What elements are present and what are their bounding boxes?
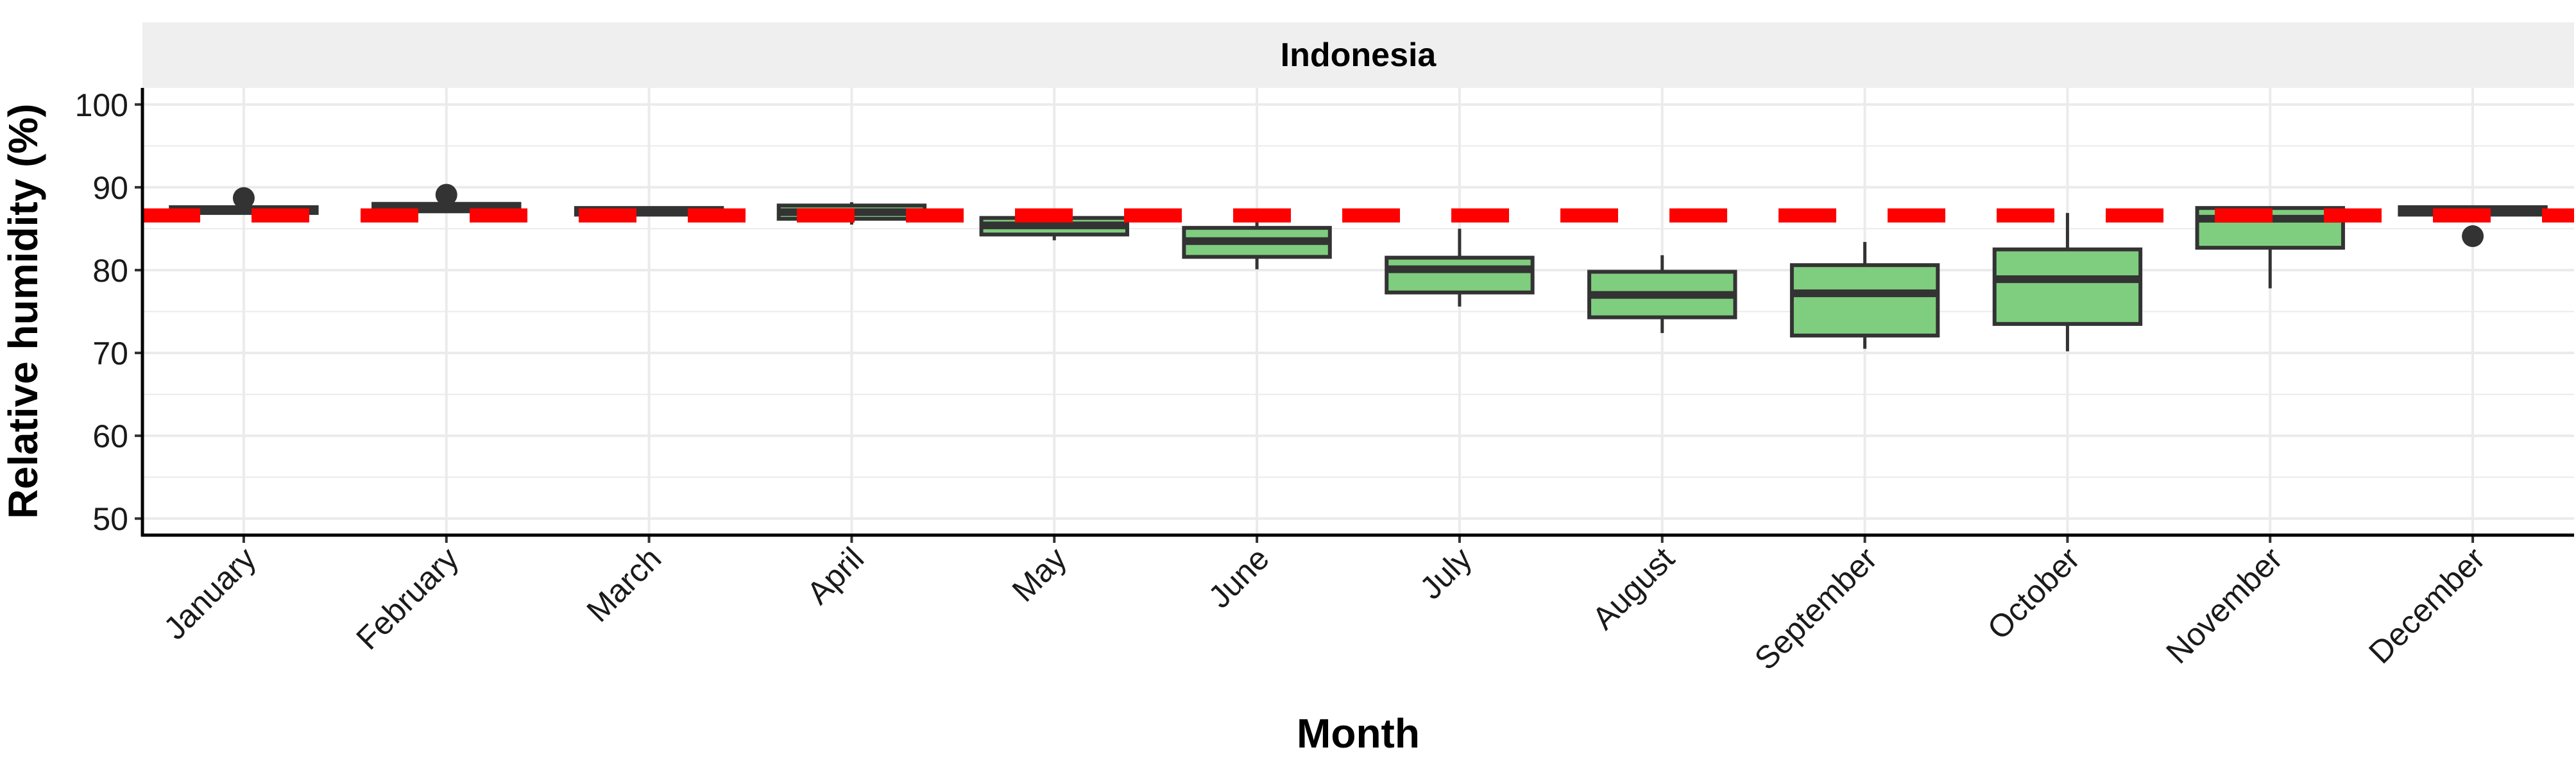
x-tick-label: April xyxy=(800,540,871,611)
box-body xyxy=(1385,255,1535,295)
box-body xyxy=(1789,263,1940,338)
x-tick-label: June xyxy=(1202,540,1276,615)
x-axis-title: Month xyxy=(1297,710,1420,757)
outlier-point xyxy=(435,184,457,206)
outlier-point xyxy=(2462,225,2484,248)
y-tick-label: 80 xyxy=(92,253,128,289)
x-tick-label: May xyxy=(1005,540,1073,608)
y-tick-label: 90 xyxy=(92,170,128,206)
x-tick-label: December xyxy=(2362,540,2492,671)
x-tick-label: March xyxy=(580,540,669,629)
box-body xyxy=(1992,247,2143,326)
x-tick-labels: January February March April May June July Augu… xyxy=(157,540,2492,677)
y-axis-title: Relative humidity (%) xyxy=(0,103,46,518)
x-tick-label: February xyxy=(349,540,465,656)
y-tick-label: 100 xyxy=(75,87,128,123)
facet-label: Indonesia xyxy=(1281,37,1437,74)
x-tick-label: November xyxy=(2159,540,2289,671)
x-tick-label: September xyxy=(1748,540,1884,677)
axis-layer xyxy=(135,88,2574,543)
x-tick-label: October xyxy=(1981,540,2086,646)
facet-strip xyxy=(142,22,2574,88)
y-tick-labels: 50 60 70 80 90 100 xyxy=(75,87,128,537)
outlier-point xyxy=(232,187,255,209)
x-tick-label: July xyxy=(1413,540,1478,606)
y-tick-label: 70 xyxy=(92,336,128,372)
y-tick-label: 60 xyxy=(92,418,128,454)
y-tick-label: 50 xyxy=(92,501,128,537)
x-tick-label: August xyxy=(1585,540,1682,637)
x-tick-label: January xyxy=(157,540,262,646)
